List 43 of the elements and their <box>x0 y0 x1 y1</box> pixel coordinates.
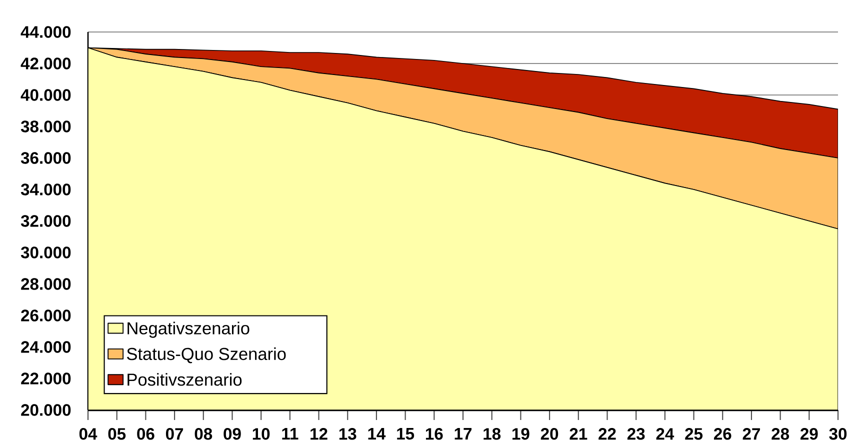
x-tick-label: 25 <box>685 428 703 440</box>
y-tick-label: 26.000 <box>21 310 71 322</box>
y-tick-label: 22.000 <box>21 372 71 384</box>
legend-label: Status-Quo Szenario <box>126 347 286 364</box>
x-tick-label: 04 <box>79 428 98 440</box>
x-tick-label: 20 <box>540 428 558 440</box>
y-tick-label: 34.000 <box>20 184 71 196</box>
y-tick-label: 40.000 <box>20 89 71 101</box>
x-tick-label: 24 <box>656 428 674 440</box>
legend-label: Negativszenario <box>128 322 250 338</box>
x-tick-label: 22 <box>598 428 616 440</box>
y-tick-label: 24.000 <box>21 341 71 353</box>
legend-label: Positivszenario <box>128 373 242 386</box>
x-tick-label: 17 <box>454 428 472 440</box>
x-tick-label: 21 <box>570 428 588 440</box>
x-tick-label: 15 <box>397 428 414 440</box>
y-tick-label: 28.000 <box>21 278 71 290</box>
y-tick-label: 30.000 <box>20 246 71 258</box>
x-tick-label: 05 <box>108 428 126 440</box>
x-tick-label: 12 <box>310 428 328 440</box>
x-tick-label: 13 <box>339 428 356 440</box>
x-tick-label: 09 <box>224 428 241 440</box>
y-tick-label: 36.000 <box>20 152 71 164</box>
x-tick-label: 08 <box>194 428 212 440</box>
y-tick-label: 42.000 <box>20 58 71 70</box>
y-tick-label: 38.000 <box>20 120 71 132</box>
x-tick-label: 11 <box>282 428 298 440</box>
y-tick-label: 20.000 <box>21 404 71 416</box>
x-tick-label: 30 <box>829 428 847 440</box>
y-tick-label: 32.000 <box>20 215 71 227</box>
x-tick-label: 19 <box>512 428 530 440</box>
x-tick-label: 07 <box>166 428 184 440</box>
x-tick-label: 29 <box>800 428 818 440</box>
y-tick-label: 44.000 <box>20 26 71 38</box>
x-tick-label: 10 <box>252 428 270 440</box>
x-tick-label: 14 <box>368 428 386 440</box>
x-tick-label: 06 <box>137 428 154 440</box>
x-tick-label: 26 <box>714 428 732 440</box>
x-tick-label: 27 <box>742 428 760 440</box>
x-tick-label: 28 <box>772 428 790 440</box>
x-tick-label: 18 <box>484 428 501 440</box>
x-tick-label: 23 <box>627 428 645 440</box>
x-tick-label: 16 <box>426 428 443 440</box>
